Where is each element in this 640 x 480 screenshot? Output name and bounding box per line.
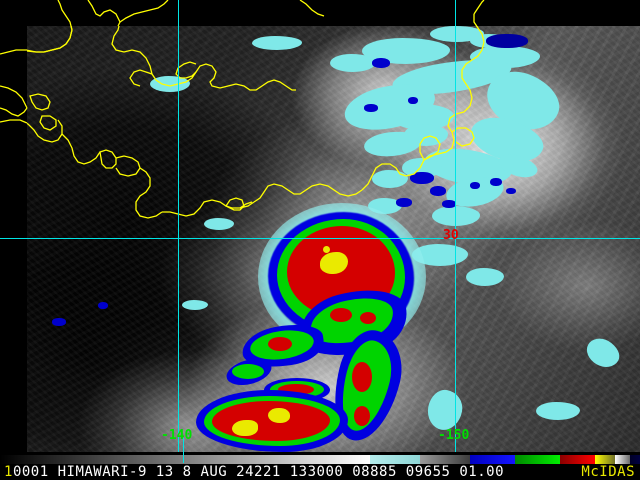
cloud-cell-blue bbox=[408, 97, 418, 104]
frame-metadata-label: 0001 HIMAWARI-9 13 8 AUG 24221 133000 08… bbox=[12, 464, 505, 480]
satellite-image-view[interactable]: 30 -140 -150 bbox=[0, 0, 640, 452]
colorbar-segment bbox=[0, 455, 370, 464]
status-info-bar: 10001 HIMAWARI-9 13 8 AUG 24221 133000 0… bbox=[0, 464, 640, 480]
cloud-patch-cyan bbox=[466, 268, 504, 286]
cloud-cell-blue bbox=[490, 178, 502, 186]
cloud-patch-cyan bbox=[412, 244, 468, 266]
cloud-cell-blue bbox=[442, 200, 456, 208]
colorbar-segment bbox=[560, 455, 596, 464]
frame-number-label: 1 bbox=[4, 464, 13, 480]
colorbar-segment bbox=[615, 455, 630, 464]
colorbar-segment bbox=[595, 455, 616, 464]
colorbar-segment bbox=[369, 455, 420, 464]
cloud-patch-cyan bbox=[330, 54, 376, 72]
software-label: McIDAS bbox=[581, 464, 635, 480]
cloud-cell-blue bbox=[52, 318, 66, 326]
colorbar-segment bbox=[419, 455, 470, 464]
colorbar-segment bbox=[515, 455, 560, 464]
enhancement-colorbar[interactable] bbox=[0, 455, 640, 464]
cloud-cell-blue bbox=[364, 104, 378, 112]
cloud-cell-blue bbox=[396, 198, 412, 207]
colorbar-segment bbox=[629, 455, 640, 464]
cloud-patch-cyan bbox=[536, 402, 580, 420]
cloud-patch-cyan bbox=[432, 206, 480, 226]
cloud-cell-blue bbox=[486, 34, 528, 48]
cloud-cell-blue bbox=[410, 172, 434, 184]
colorbar-segment bbox=[469, 455, 516, 464]
nodata-band-left bbox=[0, 0, 27, 452]
colorbar-tick-marker bbox=[183, 438, 184, 463]
cloud-patch-cyan bbox=[182, 300, 208, 310]
nodata-band-top bbox=[0, 0, 640, 26]
cloud-cell-blue bbox=[506, 188, 516, 194]
cloud-cell-blue bbox=[470, 182, 480, 189]
frame-info-text: 10001 HIMAWARI-9 13 8 AUG 24221 133000 0… bbox=[4, 464, 504, 480]
cloud-cell-blue bbox=[372, 58, 390, 68]
cloud-patch-cyan bbox=[204, 218, 234, 230]
cloud-cell-blue bbox=[98, 302, 108, 309]
cloud-cell-blue bbox=[430, 186, 446, 196]
